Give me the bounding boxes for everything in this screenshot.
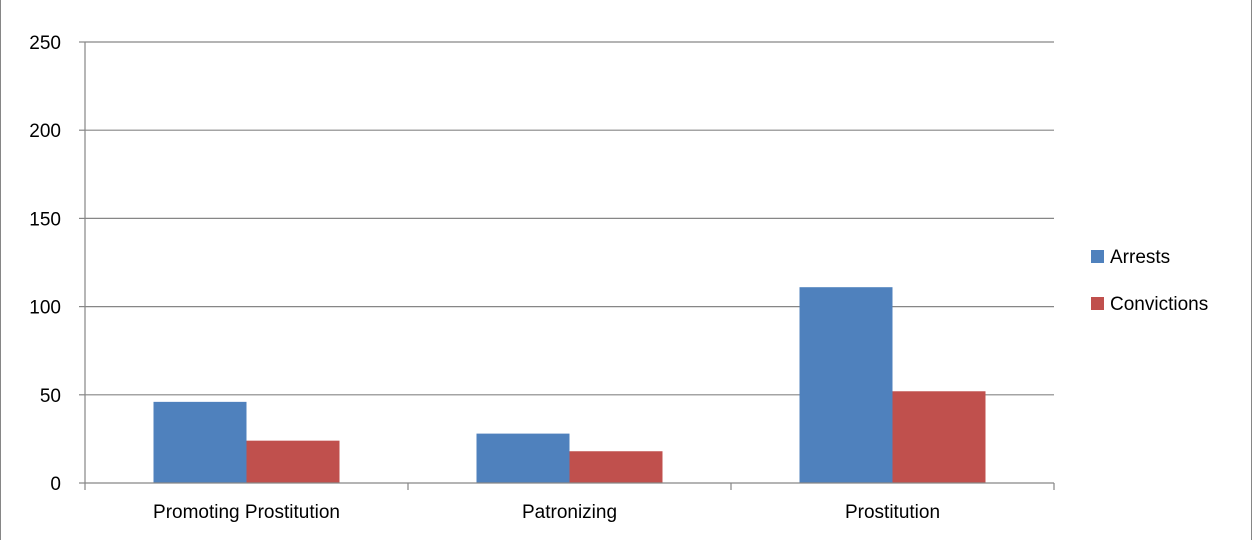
legend-swatch bbox=[1091, 250, 1104, 263]
x-tick-label: Promoting Prostitution bbox=[153, 502, 340, 523]
y-tick-label: 0 bbox=[50, 474, 61, 495]
y-tick-label: 250 bbox=[29, 33, 61, 54]
x-tick-label: Prostitution bbox=[845, 502, 940, 523]
bar-arrests-1 bbox=[153, 401, 247, 483]
legend-label: Arrests bbox=[1110, 247, 1170, 268]
axis-layer: 0 50 100 150 200 250 Promoting Prostitution Pat… bbox=[29, 33, 1055, 523]
y-tick-label: 150 bbox=[29, 209, 61, 230]
y-tick-label: 50 bbox=[40, 386, 61, 407]
bars-layer bbox=[153, 287, 986, 483]
y-tick-label: 100 bbox=[29, 298, 61, 319]
y-tick-label: 200 bbox=[29, 121, 61, 142]
legend-label: Convictions bbox=[1110, 294, 1208, 315]
legend: Arrests Convictions bbox=[1091, 247, 1208, 315]
bar-convictions-1 bbox=[246, 440, 340, 483]
legend-swatch bbox=[1091, 297, 1104, 310]
bar-arrests-3 bbox=[799, 287, 893, 483]
x-tick-label: Patronizing bbox=[522, 502, 617, 523]
grid-layer bbox=[85, 41, 1054, 396]
bar-arrests-2 bbox=[476, 433, 570, 483]
bar-convictions-3 bbox=[892, 391, 986, 483]
bar-convictions-2 bbox=[569, 451, 663, 483]
